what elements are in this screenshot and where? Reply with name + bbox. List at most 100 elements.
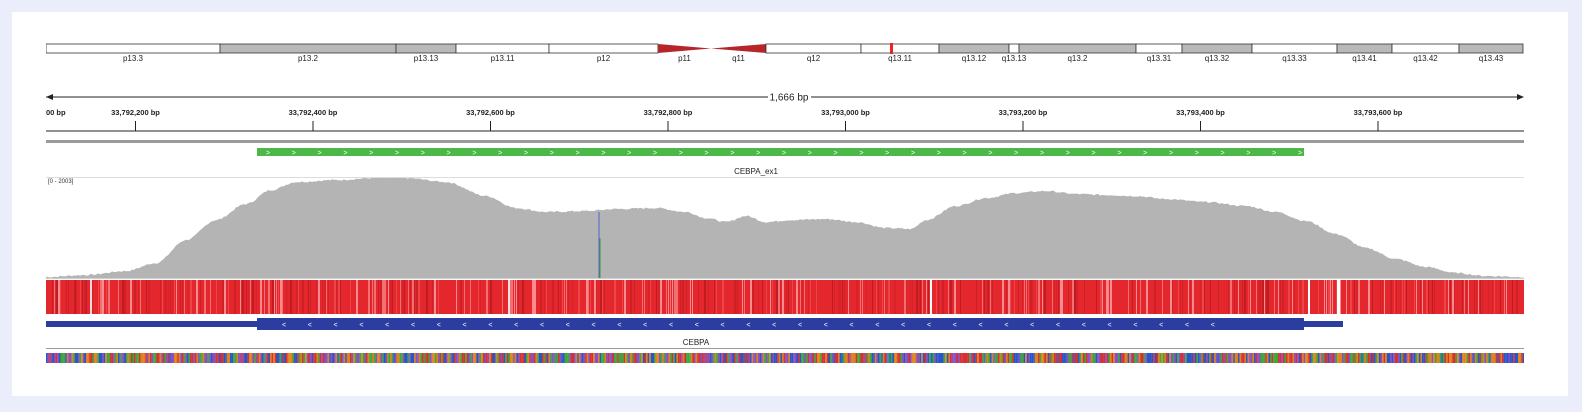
heatmap-cell: [378, 280, 379, 314]
ideogram-band[interactable]: [765, 43, 862, 54]
sequence-base: [206, 353, 208, 363]
heatmap-cell: [418, 280, 420, 314]
heatmap-cell: [106, 280, 107, 314]
sequence-base: [956, 353, 959, 363]
sequence-base: [1463, 353, 1466, 363]
heatmap-cell: [310, 280, 311, 314]
heatmap-cell: [134, 280, 136, 314]
sequence-base: [370, 353, 373, 363]
sequence-base: [1286, 353, 1288, 363]
ideogram-band[interactable]: [711, 44, 766, 53]
heatmap-cell: [676, 280, 678, 314]
ideogram-band[interactable]: [1135, 43, 1183, 54]
sequence-base: [724, 353, 727, 363]
ideogram-band[interactable]: [219, 43, 397, 54]
ruler-tick-label: 33,793,200 bp: [999, 108, 1048, 117]
sequence-base: [1444, 353, 1447, 363]
sequence-base: [953, 353, 955, 363]
heatmap-cell: [1382, 280, 1383, 314]
gene-cds[interactable]: [257, 318, 1304, 330]
sequence-base: [1190, 353, 1192, 363]
ideogram-band[interactable]: [1336, 43, 1393, 54]
sequence-base: [502, 353, 504, 363]
heatmap-cell: [780, 280, 781, 314]
sequence-base: [1207, 353, 1210, 363]
region-feature-label: CEBPA_ex1: [734, 167, 778, 176]
sequence-base: [620, 353, 623, 363]
sequence-base: [1138, 353, 1141, 363]
sequence-base: [1129, 353, 1131, 363]
sequence-base: [850, 353, 853, 363]
sequence-base: [362, 353, 365, 363]
sequence-base: [1370, 353, 1373, 363]
sequence-base: [916, 353, 919, 363]
region-track[interactable]: > > > > > > > > > > > > > > > > > > > > > > > > > > > > > > > > > > > > > > > >…: [46, 145, 1524, 163]
sequence-base: [921, 353, 923, 363]
gene-utr[interactable]: [46, 321, 257, 327]
heatmap-cell: [788, 280, 789, 314]
sequence-base: [1169, 353, 1171, 363]
heatmap-track[interactable]: [46, 280, 1524, 314]
sequence-base: [914, 353, 917, 363]
sequence-base: [886, 353, 888, 363]
ideogram-band[interactable]: [1018, 43, 1137, 54]
heatmap-cell: [1044, 280, 1046, 314]
heatmap-cell: [438, 280, 439, 314]
gene-utr[interactable]: [1304, 321, 1343, 327]
ideogram-band[interactable]: [1391, 43, 1460, 54]
heatmap-cell: [1180, 280, 1181, 314]
ideogram-band[interactable]: [46, 43, 221, 54]
ideogram-band-label: q13.41: [1352, 54, 1377, 63]
heatmap-cell: [278, 280, 279, 314]
ideogram-band[interactable]: [1008, 43, 1020, 54]
sequence-base: [369, 353, 371, 363]
sequence-base: [262, 353, 264, 363]
sequence-base: [1482, 353, 1485, 363]
sequence-base: [647, 353, 650, 363]
heatmap-cell: [1028, 280, 1029, 314]
sequence-base: [314, 353, 317, 363]
ideogram-band[interactable]: [938, 43, 1010, 54]
chromosome-ideogram[interactable]: p13.3 p13.2 p13.13 p13.11 p12 p11 q11 q12 q13.11…: [46, 42, 1524, 66]
ideogram-band[interactable]: [395, 43, 457, 54]
heatmap-cell: [1416, 280, 1417, 314]
heatmap-cell: [832, 280, 833, 314]
heatmap-cell: [1236, 280, 1237, 314]
ideogram-band[interactable]: [1251, 43, 1338, 54]
sequence-base: [346, 353, 349, 363]
gene-track[interactable]: < < < < < < < < < < < < < < < < < < < < < < < < < < < < < < < < < < < < <: [46, 318, 1524, 332]
sequence-base: [1022, 353, 1024, 363]
ideogram-band[interactable]: [548, 43, 659, 54]
ideogram-band[interactable]: [1181, 43, 1253, 54]
heatmap-cell: [1076, 280, 1078, 314]
sequence-base: [359, 353, 362, 363]
sequence-base: [876, 353, 879, 363]
ideogram-band[interactable]: [658, 44, 711, 53]
sequence-base: [434, 353, 437, 363]
strand-arrow-icon: >: [911, 150, 915, 157]
sequence-base: [194, 353, 197, 363]
sequence-base: [52, 353, 55, 363]
sequence-base: [1364, 353, 1367, 363]
genomic-ruler[interactable]: 1,666 bp 00 bp 33,792,200 bp 33,792,400 bp…: [46, 88, 1524, 136]
sequence-base: [830, 353, 832, 363]
region-feature-bar[interactable]: [257, 148, 1304, 156]
sequence-base: [697, 353, 699, 363]
sequence-base: [486, 353, 488, 363]
strand-arrow-icon: <: [824, 322, 828, 329]
ideogram-band[interactable]: [455, 43, 550, 54]
heatmap-cell: [844, 280, 845, 314]
heatmap-cell: [274, 280, 275, 314]
heatmap-cell: [400, 280, 401, 314]
sequence-track[interactable]: [46, 353, 1524, 363]
ideogram-band[interactable]: [1458, 43, 1524, 54]
heatmap-cell: [758, 280, 759, 314]
sequence-base: [874, 353, 877, 363]
strand-arrow-icon: >: [782, 150, 786, 157]
coverage-area[interactable]: [46, 178, 1524, 278]
ideogram-band[interactable]: [860, 43, 940, 54]
coverage-track[interactable]: [46, 178, 1524, 279]
sequence-base: [1214, 353, 1216, 363]
strand-arrow-icon: <: [514, 322, 518, 329]
ruler-tick-label: 33,793,000 bp: [821, 108, 870, 117]
